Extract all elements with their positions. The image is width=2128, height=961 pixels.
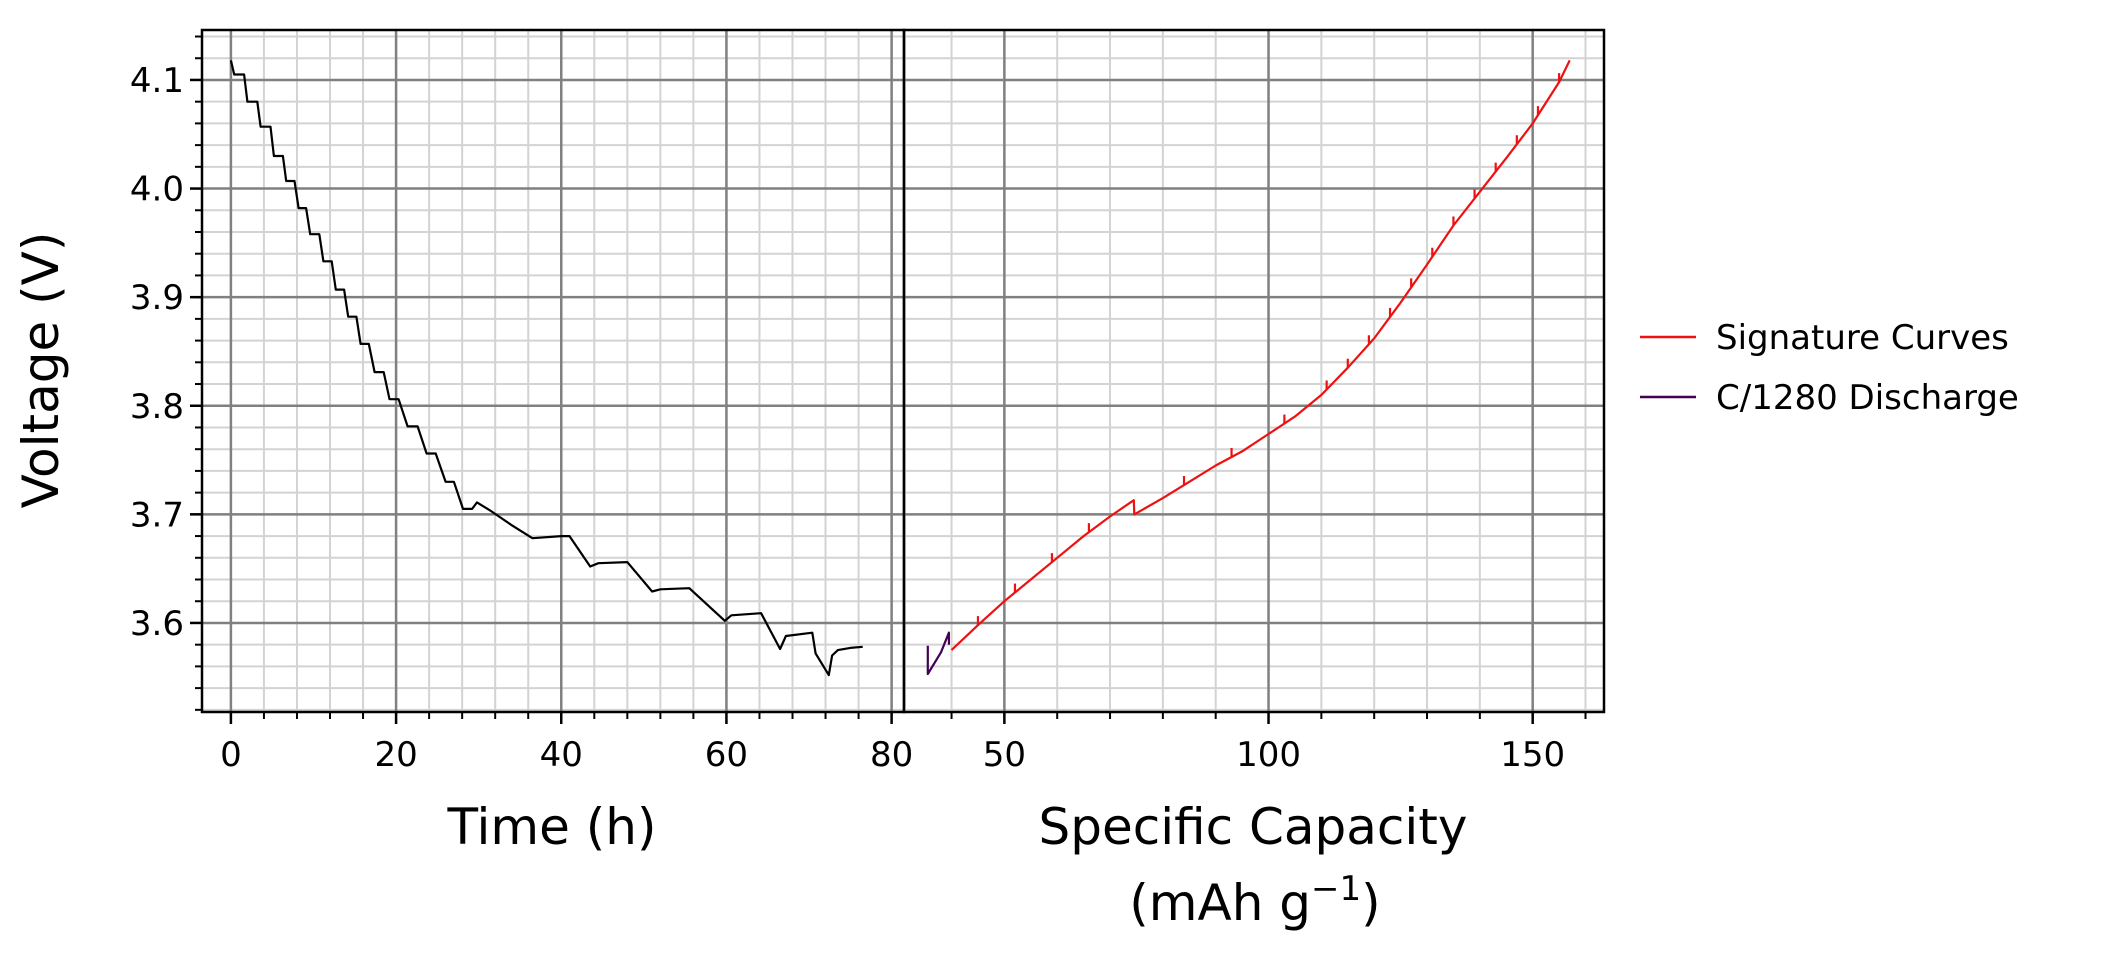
left-minor-grid bbox=[202, 30, 904, 712]
y-tick-label: 4.1 bbox=[130, 61, 184, 101]
legend-label-signature-curves: Signature Curves bbox=[1716, 318, 2009, 358]
left-x-axis-label: Time (h) bbox=[447, 798, 657, 856]
y-tick-label: 3.9 bbox=[130, 278, 184, 318]
x-tick-label: 50 bbox=[983, 735, 1026, 775]
x-tick-label: 80 bbox=[870, 735, 913, 775]
x-tick-label: 150 bbox=[1500, 735, 1565, 775]
x-tick-label: 20 bbox=[374, 735, 417, 775]
y-tick-label: 3.6 bbox=[130, 604, 184, 644]
left-major-grid bbox=[202, 30, 904, 712]
x-tick-label: 60 bbox=[705, 735, 748, 775]
left-axes-frame bbox=[200, 28, 906, 714]
x-tick-label: 40 bbox=[540, 735, 583, 775]
right-tick-group: 50 100 150 bbox=[950, 712, 1587, 775]
x-tick-label: 100 bbox=[1236, 735, 1301, 775]
legend: Signature Curves C/1280 Discharge bbox=[1640, 318, 2019, 418]
right-major-grid bbox=[904, 30, 1604, 712]
y-tick-label: 3.7 bbox=[130, 495, 184, 535]
legend-label-c1280-discharge: C/1280 Discharge bbox=[1716, 378, 2019, 418]
x-tick-label: 0 bbox=[220, 735, 242, 775]
series-line-signature-curves bbox=[950, 59, 1571, 651]
left-tick-group: 3.6 3.7 3.8 3.9 4.0 4.1 0 20 40 60 80 bbox=[130, 35, 913, 775]
right-x-axis-unit-label: (mAh g−1) bbox=[1129, 869, 1380, 932]
series-line-c-1280-discharge bbox=[926, 631, 950, 676]
right-axes-frame bbox=[902, 28, 1606, 714]
y-tick-label: 4.0 bbox=[130, 170, 184, 210]
right-x-axis-label: Specific Capacity bbox=[1038, 798, 1467, 856]
right-minor-grid bbox=[904, 30, 1604, 712]
left-series-group bbox=[229, 60, 863, 677]
right-series-group bbox=[926, 59, 1571, 676]
y-tick-label: 3.8 bbox=[130, 387, 184, 427]
y-axis-label: Voltage (V) bbox=[12, 232, 70, 509]
series-line-time-voltage bbox=[229, 60, 863, 677]
